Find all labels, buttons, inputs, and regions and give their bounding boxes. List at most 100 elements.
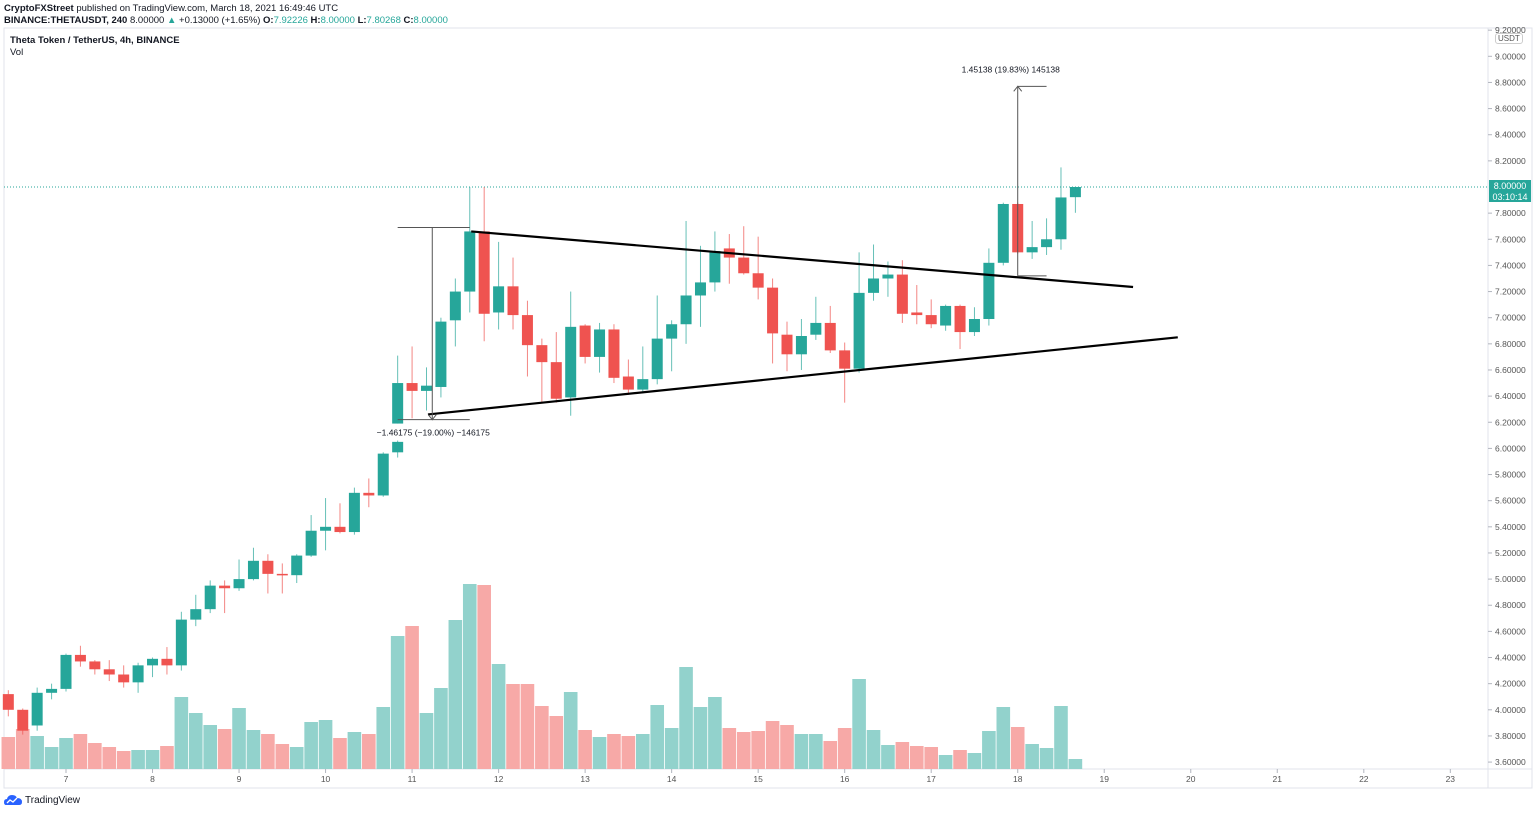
x-tick-label: 13 <box>580 774 590 784</box>
volume-bar <box>289 747 304 769</box>
volume-bar <box>794 734 809 769</box>
volume-bar <box>376 707 391 769</box>
up-arrow-icon: ▲ <box>166 15 177 26</box>
measure-down-label: −1.46175 (−19.00%) −146175 <box>377 428 490 438</box>
volume-bar <box>563 692 578 769</box>
measure-up-label: 1.45138 (19.83%) 145138 <box>962 64 1061 74</box>
candle-down <box>536 345 548 363</box>
candle-down <box>478 231 490 314</box>
candle-up <box>651 338 663 380</box>
y-tick-label: 4.60000 <box>1495 626 1526 636</box>
high-label: H: <box>310 15 321 26</box>
candle-up <box>247 560 259 580</box>
candle-up <box>868 278 880 293</box>
y-tick-label: 8.20000 <box>1495 156 1526 166</box>
candle-up <box>1041 239 1053 248</box>
publisher-name[interactable]: CryptoFXStreet <box>4 3 74 14</box>
volume-indicator-label[interactable]: Vol <box>10 47 24 58</box>
open-value: 7.92226 <box>273 15 308 26</box>
open-label: O: <box>263 15 274 26</box>
tradingview-brand: TradingView <box>25 794 81 806</box>
candle-down <box>103 669 115 675</box>
symbol: BINANCE:THETAUSDT, 240 <box>4 15 128 26</box>
y-tick-label: 7.20000 <box>1495 287 1526 297</box>
volume-bar <box>607 734 621 769</box>
x-tick-label: 22 <box>1359 774 1369 784</box>
volume-bars <box>1 584 1083 769</box>
volume-bar <box>1039 748 1054 769</box>
candle-down <box>363 492 375 496</box>
volume-bar <box>73 734 88 769</box>
candle-up <box>565 326 577 398</box>
volume-bar <box>275 744 290 769</box>
volume-bar <box>823 741 838 769</box>
candle-down <box>161 658 173 666</box>
candle-down <box>406 383 418 391</box>
series-title[interactable]: Theta Token / TetherUS, 4h, BINANCE <box>10 35 180 46</box>
volume-bar <box>1054 706 1068 769</box>
candle-down <box>954 305 966 333</box>
candles <box>2 167 1081 735</box>
arrowhead-icon <box>1013 85 1023 92</box>
candle-up <box>46 688 58 693</box>
volume-bar <box>535 706 549 769</box>
candle-down <box>752 273 764 288</box>
x-tick-label: 9 <box>237 774 242 784</box>
volume-bar <box>44 747 59 769</box>
y-tick-label: 7.80000 <box>1495 208 1526 218</box>
volume-bar <box>448 620 463 769</box>
volume-bar <box>318 720 333 769</box>
volume-bar <box>131 750 145 769</box>
volume-bar <box>837 728 852 769</box>
volume-bar <box>592 737 607 769</box>
y-tick-label: 5.00000 <box>1495 574 1526 584</box>
candle-up <box>637 379 649 390</box>
y-tick-label: 6.40000 <box>1495 391 1526 401</box>
volume-bar <box>15 729 30 769</box>
y-tick-label: 3.60000 <box>1495 757 1526 767</box>
drawings[interactable]: −1.46175 (−19.00%) −146175 1.45138 (19.83… <box>377 64 1178 438</box>
volume-bar <box>751 731 765 769</box>
y-tick-label: 6.20000 <box>1495 417 1526 427</box>
candle-down <box>622 376 634 390</box>
y-tick-label: 3.80000 <box>1495 731 1526 741</box>
candle-up <box>348 492 360 533</box>
tradingview-logo[interactable]: TradingView <box>4 794 80 806</box>
volume-bar <box>232 708 246 769</box>
candle-up <box>594 329 606 357</box>
change: +0.13000 (+1.65%) <box>179 15 261 26</box>
y-tick-label: 7.00000 <box>1495 313 1526 323</box>
candle-down <box>896 274 908 314</box>
candle-up <box>421 385 432 391</box>
candle-countdown: 03:10:14 <box>1492 191 1528 202</box>
volume-bar <box>1 737 16 769</box>
volume-bar <box>708 697 722 769</box>
candle-up <box>882 274 894 279</box>
candle-up <box>464 231 476 292</box>
volume-bar <box>477 585 491 769</box>
close-value: 8.00000 <box>413 15 448 26</box>
volume-bar <box>261 734 275 769</box>
candle-down <box>579 325 591 357</box>
volume-bar <box>30 736 44 769</box>
y-tick-label: 5.80000 <box>1495 470 1526 480</box>
x-tick-label: 8 <box>150 774 155 784</box>
volume-bar <box>895 742 910 769</box>
volume-bar <box>174 697 189 769</box>
candle-up <box>694 282 706 296</box>
volume-bar <box>1010 727 1025 769</box>
volume-bar <box>549 716 564 769</box>
currency-label[interactable]: USDT <box>1495 33 1523 44</box>
candle-up <box>233 579 245 589</box>
last-price-tag-value: 8.00000 <box>1493 181 1527 191</box>
volume-bar <box>434 688 448 769</box>
candle-down <box>839 350 851 369</box>
y-tick-label: 4.80000 <box>1495 600 1526 610</box>
y-tick-label: 4.00000 <box>1495 705 1526 715</box>
symbol-line: BINANCE:THETAUSDT, 240 8.00000 ▲ +0.1300… <box>4 15 448 26</box>
axis-ticks: 9.20000 9.00000 8.80000 8.60000 8.40000 8.200… <box>64 25 1526 784</box>
volume-bar <box>462 584 477 769</box>
candle-up <box>940 305 952 326</box>
candle-down <box>2 694 14 710</box>
